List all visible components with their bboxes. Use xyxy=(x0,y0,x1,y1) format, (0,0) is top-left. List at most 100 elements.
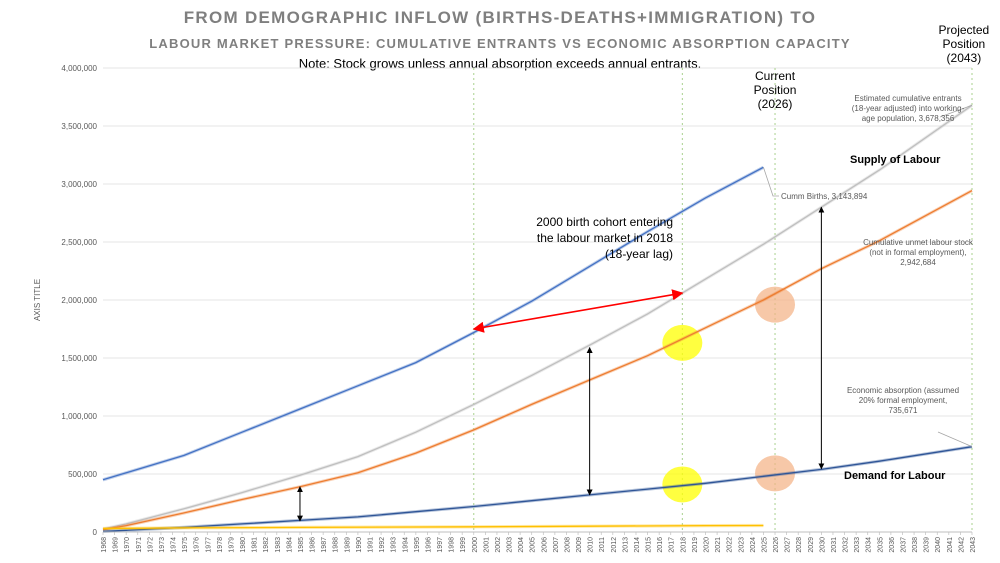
x-tick-label: 1993 xyxy=(391,537,398,553)
x-tick-label: 1997 xyxy=(437,537,444,553)
y-tick-label: 1,500,000 xyxy=(61,354,97,363)
x-tick-label: 2002 xyxy=(495,537,502,553)
x-tick-label: 1973 xyxy=(159,537,166,553)
entrants-data-label: Estimated cumulative entrants (18-year ad… xyxy=(852,94,965,123)
annotations: Current Position (2026) Projected Position (2… xyxy=(296,23,990,522)
x-tick-label: 2039 xyxy=(924,537,931,553)
x-tick-label: 1995 xyxy=(414,537,421,553)
x-tick-label: 2023 xyxy=(738,537,745,553)
x-tick-label: 1980 xyxy=(240,537,247,553)
x-tick-label: 2037 xyxy=(900,537,907,553)
births-leader xyxy=(763,167,779,197)
x-tick-label: 1990 xyxy=(356,537,363,553)
x-tick-label: 1986 xyxy=(310,537,317,553)
x-tick-label: 2022 xyxy=(727,537,734,553)
x-tick-label: 2019 xyxy=(692,537,699,553)
axes: 0 500,000 1,000,000 1,500,000 2,000,000 2,500… xyxy=(33,64,977,553)
x-tick-label: 1976 xyxy=(194,537,201,553)
series-lines xyxy=(102,103,973,533)
x-tick-label: 2015 xyxy=(646,537,653,553)
x-tick-label: 2035 xyxy=(877,537,884,553)
x-tick-label: 2018 xyxy=(680,537,687,553)
x-tick-label: 1981 xyxy=(252,537,259,553)
chart-title: FROM DEMOGRAPHIC INFLOW (BIRTHS-DEATHS+I… xyxy=(183,8,817,27)
x-tick-label: 1972 xyxy=(147,537,154,553)
x-tick-label: 2036 xyxy=(889,537,896,553)
gridlines xyxy=(103,67,972,533)
absorption-data-label: Economic absorption (assumed 20% formal e… xyxy=(847,386,959,415)
x-tick-label: 2040 xyxy=(935,537,942,553)
x-tick-label: 2007 xyxy=(553,537,560,553)
x-tick-label: 2028 xyxy=(796,537,803,553)
x-tick-label: 2016 xyxy=(657,537,664,553)
x-tick-label: 2034 xyxy=(866,537,873,553)
cohort-annotation: 2000 birth cohort entering the labour mar… xyxy=(536,215,673,261)
x-tick-label: 2024 xyxy=(750,537,757,553)
current-position-label: Current Position (2026) xyxy=(754,69,797,111)
x-tick-label: 1971 xyxy=(136,537,143,553)
y-tick-label: 2,500,000 xyxy=(61,238,97,247)
y-tick-label: 0 xyxy=(93,528,98,537)
series-absorption-shadow xyxy=(102,445,973,533)
x-tick-label: 1988 xyxy=(333,537,340,553)
x-tick-label: 2027 xyxy=(785,537,792,553)
series-entrants-line xyxy=(102,104,973,530)
x-tick-label: 1994 xyxy=(402,537,409,553)
x-tick-label: 2020 xyxy=(704,537,711,553)
x-tick-label: 2042 xyxy=(958,537,965,553)
x-tick-label: 2029 xyxy=(808,537,815,553)
demand-label: Demand for Labour xyxy=(844,470,946,482)
x-tick-label: 2012 xyxy=(611,537,618,553)
y-tick-label: 3,500,000 xyxy=(61,122,97,131)
x-tick-label: 2000 xyxy=(472,537,479,553)
x-tick-label: 2031 xyxy=(831,537,838,553)
x-tick-label: 2014 xyxy=(634,537,641,553)
x-tick-label: 1996 xyxy=(425,537,432,553)
cohort-arrow xyxy=(472,289,684,333)
x-tick-label: 2030 xyxy=(819,537,826,553)
y-tick-label: 1,000,000 xyxy=(61,412,97,421)
x-tick-label: 1978 xyxy=(217,537,224,553)
projected-position-label: Projected Position (2043) xyxy=(939,23,990,65)
x-tick-label: 1977 xyxy=(205,537,212,553)
supply-label: Supply of Labour xyxy=(850,154,941,166)
y-tick-label: 3,000,000 xyxy=(61,180,97,189)
highlight-circle xyxy=(662,466,703,503)
chart-subtitle: LABOUR MARKET PRESSURE: CUMULATIVE ENTRA… xyxy=(149,36,851,51)
x-tick-label: 2004 xyxy=(518,537,525,553)
x-tick-label: 2041 xyxy=(947,537,954,553)
y-tick-label: 4,000,000 xyxy=(61,64,97,73)
unmet-data-label: Cumulative unmet labour stock (not in for… xyxy=(863,238,974,267)
x-tick-label: 2038 xyxy=(912,537,919,553)
x-tick-label: 2033 xyxy=(854,537,861,553)
x-tick-label: 1985 xyxy=(298,537,305,553)
x-tick-label: 2006 xyxy=(541,537,548,553)
absorption-leader xyxy=(937,431,973,448)
x-tick-label: 1998 xyxy=(449,537,456,553)
chart-note: Note: Stock grows unless annual absorpti… xyxy=(298,56,702,71)
x-tick-label: 1991 xyxy=(367,537,374,553)
x-tick-label: 2003 xyxy=(507,537,514,553)
highlight-circle xyxy=(755,286,796,323)
x-tick-label: 2008 xyxy=(564,537,571,553)
x-tick-label: 2021 xyxy=(715,537,722,553)
y-tick-label: 2,000,000 xyxy=(61,296,97,305)
x-tick-label: 1992 xyxy=(379,537,386,553)
series-unmet-line xyxy=(102,190,973,531)
x-tick-label: 2001 xyxy=(483,537,490,553)
x-tick-label: 2009 xyxy=(576,537,583,553)
x-tick-label: 1982 xyxy=(263,537,270,553)
x-tick-label: 2043 xyxy=(970,537,977,553)
births-data-label: Cumm Births, 3,143,894 xyxy=(781,192,868,201)
x-tick-label: 2011 xyxy=(599,537,606,552)
series-yellow_series-line xyxy=(102,524,764,530)
y-tick-label: 500,000 xyxy=(68,470,97,479)
x-tick-label: 2032 xyxy=(843,537,850,553)
x-tick-label: 1975 xyxy=(182,537,189,553)
x-tick-label: 1969 xyxy=(113,537,120,553)
highlight-circle xyxy=(662,324,703,361)
series-births-line xyxy=(102,166,764,481)
x-tick-label: 1974 xyxy=(171,537,178,553)
x-tick-label: 1984 xyxy=(286,537,293,553)
x-tick-label: 1989 xyxy=(344,537,351,553)
